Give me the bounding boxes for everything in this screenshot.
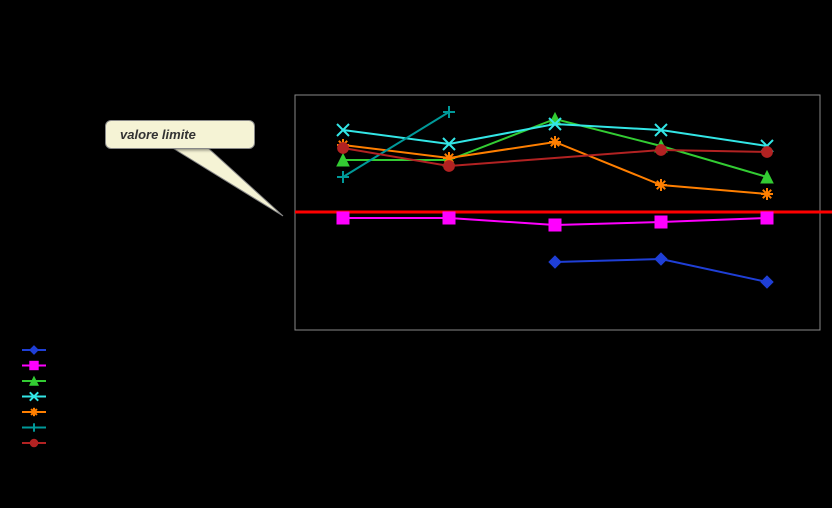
legend-item <box>22 361 46 369</box>
callout-tail <box>171 147 283 216</box>
legend-item <box>22 408 46 416</box>
legend-item <box>22 423 46 431</box>
series-line-s6 <box>343 112 449 177</box>
legend-item <box>22 392 46 400</box>
legend-item <box>22 439 46 447</box>
legend-item <box>22 377 46 385</box>
series-s5 <box>337 136 773 200</box>
legend-item <box>22 346 46 354</box>
limit-callout-text: valore limite <box>120 127 196 142</box>
legend <box>22 346 46 447</box>
chart-root: valore limite <box>0 0 832 508</box>
series-line-s7 <box>343 148 767 166</box>
series-s6 <box>337 106 455 183</box>
series-s1 <box>549 253 773 288</box>
chart-svg <box>0 0 832 508</box>
series-s2 <box>337 212 773 231</box>
limit-callout: valore limite <box>105 120 255 149</box>
